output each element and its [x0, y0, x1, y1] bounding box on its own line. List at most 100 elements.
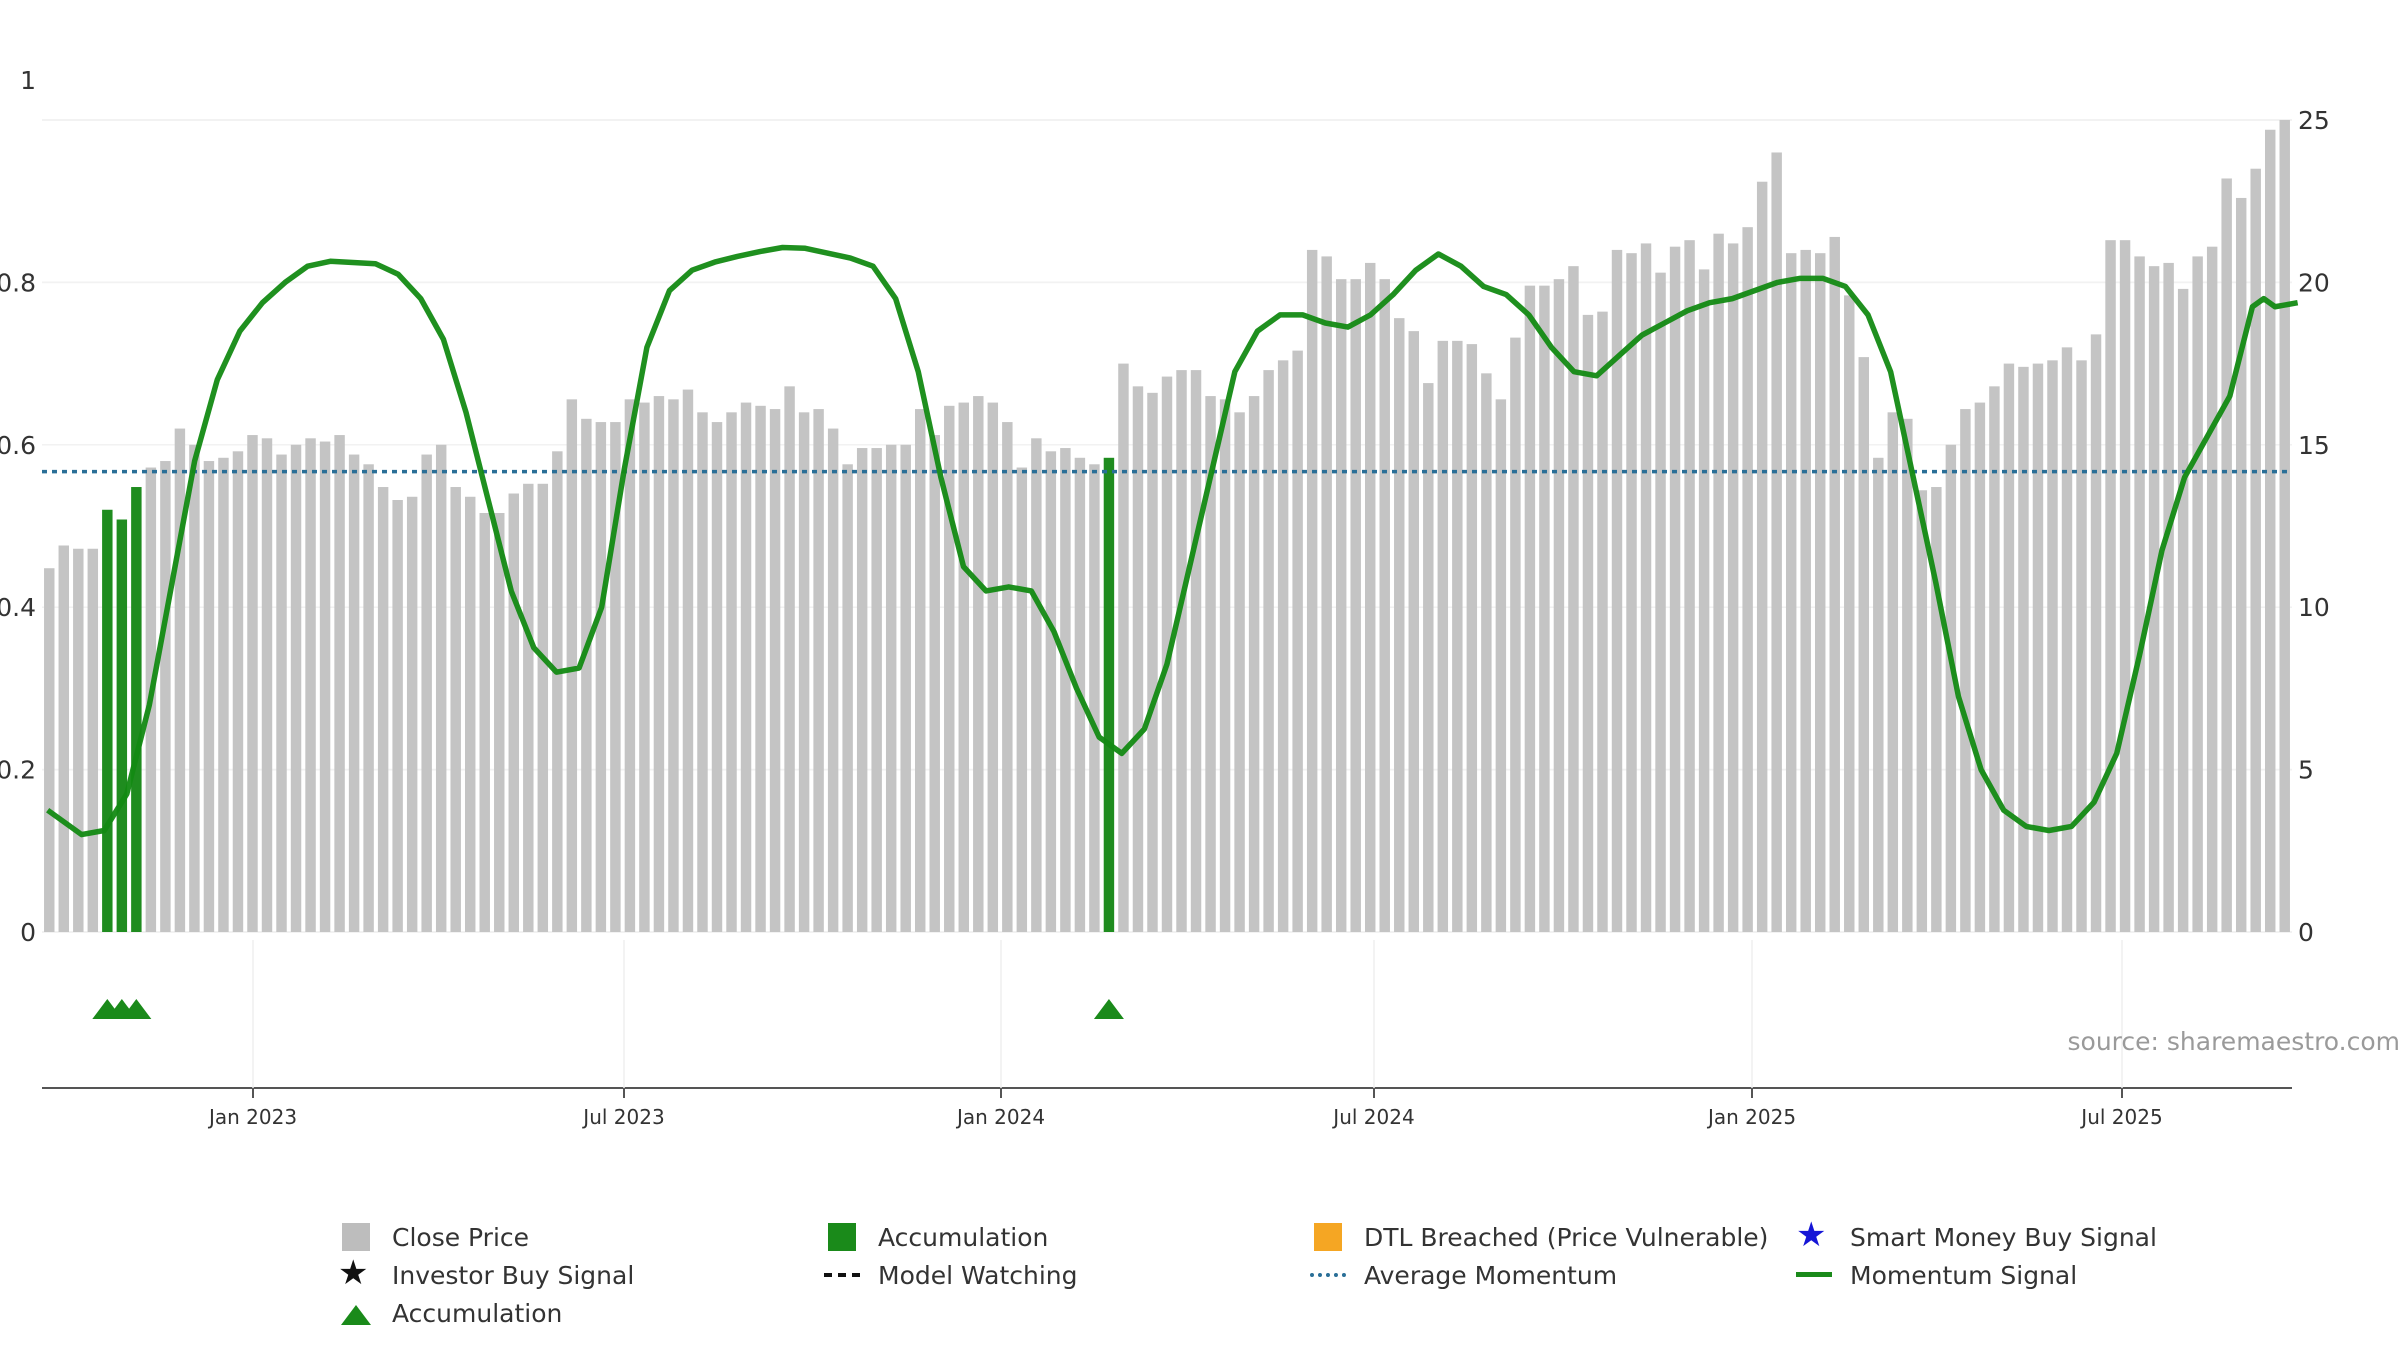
close-price-bar	[494, 513, 505, 932]
close-price-bar	[377, 487, 389, 932]
x-axis: Jan 2023 Jul 2023 Jan 2024 Jul 2024 Jan 2025…	[42, 940, 2292, 1129]
left-axis-ticks: 0 0.2 0.4 0.6 0.8 1	[0, 66, 36, 947]
close-price-bar	[2134, 256, 2145, 932]
close-price-bar	[2177, 288, 2189, 932]
close-price-bar	[1800, 249, 1811, 933]
close-price-bar	[58, 545, 69, 932]
close-price-bar	[1495, 399, 1507, 932]
close-price-bar	[1727, 243, 1739, 932]
close-price-bar	[508, 493, 519, 932]
close-price-bar	[1582, 314, 1594, 932]
close-price-bar	[261, 438, 273, 932]
right-tick-label: 5	[2298, 756, 2314, 785]
close-price-bar	[319, 441, 331, 932]
close-price-bar	[537, 483, 549, 932]
right-tick-label: 0	[2298, 918, 2314, 947]
close-price-bar	[2192, 256, 2203, 932]
x-tick-label: Jan 2024	[955, 1105, 1045, 1129]
close-price-bar	[334, 435, 345, 932]
right-tick-label: 20	[2298, 268, 2330, 297]
close-price-bar	[1466, 344, 1478, 932]
close-price-bar	[769, 409, 781, 932]
close-price-bar	[174, 428, 186, 932]
right-axis-ticks: 0 5 10 15 20 25	[2298, 106, 2330, 947]
close-price-bar	[798, 412, 810, 932]
close-price-bar	[1597, 311, 1608, 933]
left-tick-label: 0.2	[0, 756, 36, 785]
accumulation-bar	[1103, 457, 1115, 932]
close-price-bar	[1394, 318, 1405, 932]
close-price-bar	[1626, 253, 1637, 933]
close-price-bar	[363, 464, 374, 932]
close-price-bar	[1002, 422, 1013, 932]
close-price-bar	[2018, 366, 2029, 932]
close-price-bar	[1510, 337, 1521, 933]
close-price-bar	[1190, 370, 1202, 932]
close-price-bar	[276, 454, 287, 932]
close-price-bar	[958, 402, 969, 932]
close-price-bar	[1568, 266, 1579, 932]
close-price-bar	[2221, 178, 2232, 933]
close-price-bar	[595, 422, 607, 932]
close-price-bar	[1829, 236, 1840, 933]
close-price-bar	[392, 500, 403, 932]
close-price-bar	[1408, 331, 1419, 932]
close-price-bar	[1437, 340, 1449, 932]
close-price-bar	[929, 435, 940, 932]
close-price-bar	[1147, 392, 1158, 932]
close-price-bar	[1292, 350, 1303, 932]
close-price-bar	[1669, 246, 1681, 932]
close-price-bar	[856, 448, 868, 932]
close-price-bar	[1815, 253, 1826, 933]
close-price-bar	[450, 487, 461, 932]
close-price-bar	[653, 396, 665, 933]
close-price-bar	[944, 405, 955, 933]
close-price-bar	[1756, 181, 1768, 932]
close-price-bar	[189, 444, 200, 932]
right-tick-label: 25	[2298, 106, 2330, 135]
accumulation-bar	[102, 509, 113, 932]
close-price-bar	[784, 386, 795, 932]
close-price-bar	[2163, 262, 2174, 932]
close-price-bar	[1698, 269, 1710, 933]
close-price-bar	[1974, 402, 1986, 932]
accumulation-markers	[92, 999, 1124, 1019]
close-price-bar	[2090, 334, 2102, 932]
close-price-bar	[1539, 285, 1550, 932]
close-price-bar	[2032, 363, 2044, 933]
accumulation-bar	[116, 519, 128, 932]
close-price-bar	[624, 399, 636, 932]
close-price-bar	[842, 464, 853, 932]
close-price-bar	[1379, 279, 1390, 933]
close-price-bar	[1277, 360, 1289, 932]
close-price-bar	[479, 513, 490, 932]
close-price-bar	[1089, 464, 1100, 932]
x-tick-label: Jan 2023	[207, 1105, 297, 1129]
accumulation-triangle	[121, 999, 152, 1019]
close-price-bar	[1742, 227, 1753, 932]
close-price-bar	[1902, 418, 1913, 932]
close-price-bar	[1553, 279, 1565, 933]
close-price-bar	[44, 568, 55, 932]
close-price-bar	[2119, 240, 2131, 932]
close-price-bar	[1524, 285, 1536, 932]
close-price-bar	[1785, 253, 1797, 933]
close-price-bar	[827, 428, 839, 932]
close-price-bar	[2265, 129, 2276, 932]
close-price-bar	[1350, 279, 1361, 933]
close-price-bar	[610, 422, 621, 932]
close-price-bar	[1248, 396, 1260, 933]
x-tick-label: Jan 2025	[1706, 1105, 1796, 1129]
source-label: source: sharemaestro.com	[2068, 1027, 2400, 1056]
close-price-bar	[915, 409, 926, 932]
left-tick-label: 0	[20, 918, 36, 947]
close-price-bar	[2105, 240, 2116, 932]
x-tick-label: Jul 2025	[2079, 1105, 2162, 1129]
close-price-bar	[668, 399, 679, 932]
close-price-bar	[1365, 262, 1376, 932]
close-price-bar	[1306, 249, 1318, 933]
close-price-bar	[348, 454, 360, 932]
close-price-bar	[1887, 412, 1899, 932]
close-price-bar	[1263, 370, 1274, 932]
